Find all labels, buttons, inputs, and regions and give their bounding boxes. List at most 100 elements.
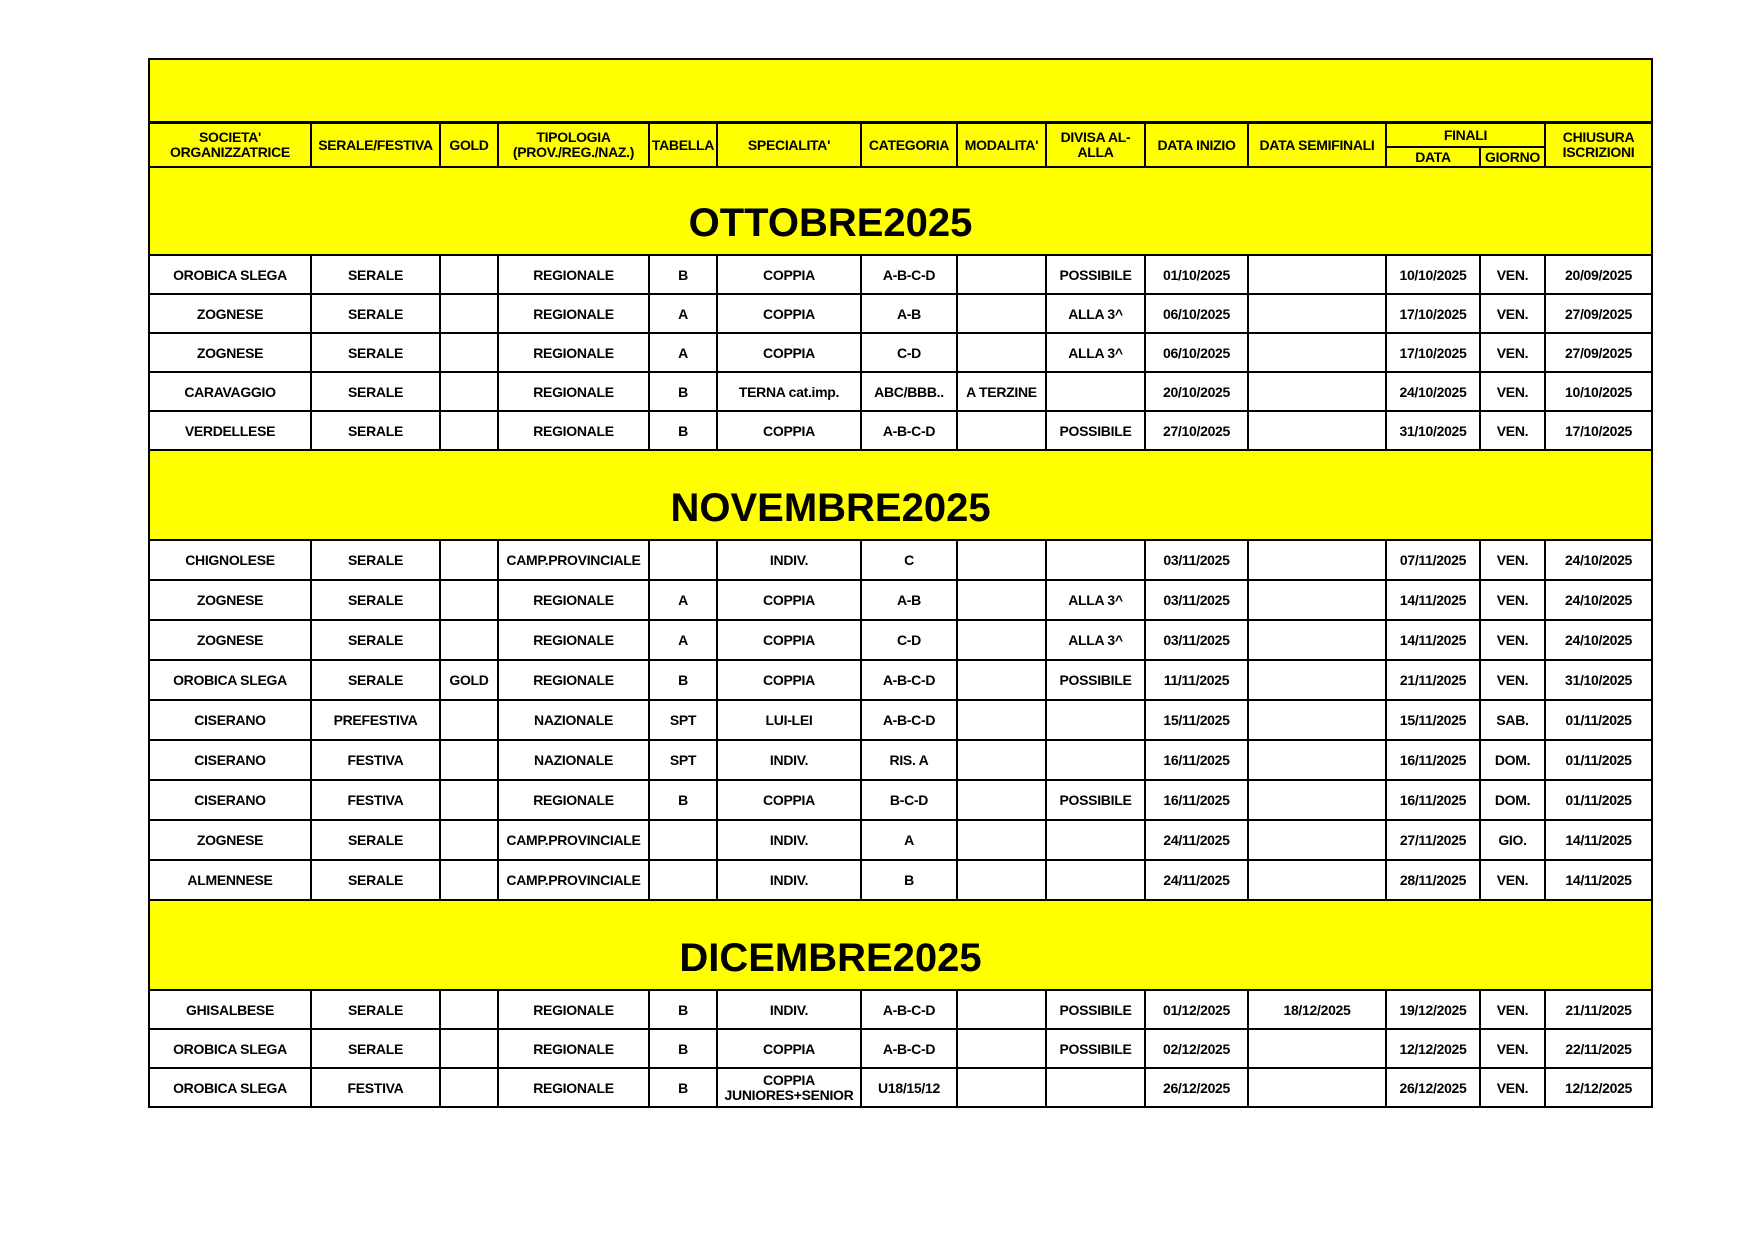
cell-finali-data: 14/11/2025	[1385, 619, 1481, 661]
cell-serale-festiva: SERALE	[310, 659, 441, 701]
cell-serale-festiva: FESTIVA	[310, 779, 441, 821]
cell-tabella	[648, 819, 718, 861]
cell-specialita: LUI-LEI	[716, 699, 862, 741]
title-band	[147, 58, 1654, 124]
cell-societa: ZOGNESE	[148, 579, 312, 621]
cell-data-semifinali	[1247, 332, 1387, 373]
cell-gold	[439, 539, 499, 581]
cell-modalita	[956, 1067, 1047, 1108]
cell-categoria: ABC/BBB..	[860, 371, 958, 412]
cell-finali-data: 21/11/2025	[1385, 659, 1481, 701]
cell-finali-data: 26/12/2025	[1385, 1067, 1481, 1108]
cell-gold	[439, 619, 499, 661]
cell-gold	[439, 1028, 499, 1069]
cell-data-semifinali	[1247, 371, 1387, 412]
table-row: GHISALBESE SERALE REGIONALE B INDIV. A-B-C-D P…	[148, 989, 1654, 1030]
table-row: ZOGNESE SERALE REGIONALE A COPPIA A-B ALLA 3^ 0…	[148, 579, 1654, 621]
cell-finali-giorno: VEN.	[1479, 254, 1546, 295]
cell-divisa	[1045, 1067, 1146, 1108]
cell-divisa	[1045, 819, 1146, 861]
cell-serale-festiva: SERALE	[310, 293, 441, 334]
cell-serale-festiva: SERALE	[310, 579, 441, 621]
cell-data-inizio: 24/11/2025	[1144, 819, 1249, 861]
table-row: CISERANO FESTIVA REGIONALE B COPPIA B-C-D POSS…	[148, 779, 1654, 821]
cell-chiusura: 01/11/2025	[1543, 739, 1654, 781]
col-serale-festiva: SERALE/FESTIVA	[310, 121, 441, 168]
cell-finali-data: 07/11/2025	[1385, 539, 1481, 581]
month-band: DICEMBRE2025	[147, 899, 1654, 991]
cell-tipologia: REGIONALE	[497, 619, 650, 661]
cell-categoria: RIS. A	[860, 739, 958, 781]
cell-categoria: A-B-C-D	[860, 699, 958, 741]
table-row: CARAVAGGIO SERALE REGIONALE B TERNA cat.imp.…	[148, 371, 1654, 412]
cell-modalita	[956, 859, 1047, 901]
cell-data-inizio: 06/10/2025	[1144, 332, 1249, 373]
cell-societa: OROBICA SLEGA	[148, 659, 312, 701]
cell-modalita	[956, 254, 1047, 295]
cell-chiusura: 24/10/2025	[1543, 539, 1654, 581]
month-title: NOVEMBRE2025	[670, 486, 991, 530]
cell-societa: OROBICA SLEGA	[148, 1067, 312, 1108]
cell-data-semifinali	[1247, 293, 1387, 334]
cell-finali-data: 12/12/2025	[1385, 1028, 1481, 1069]
cell-finali-data: 27/11/2025	[1385, 819, 1481, 861]
cell-finali-data: 16/11/2025	[1385, 739, 1481, 781]
cell-serale-festiva: SERALE	[310, 332, 441, 373]
table-row: CISERANO FESTIVA NAZIONALE SPT INDIV. RIS. A 1…	[148, 739, 1654, 781]
cell-chiusura: 31/10/2025	[1543, 659, 1654, 701]
cell-finali-data: 17/10/2025	[1385, 293, 1481, 334]
col-tipologia: TIPOLOGIA (PROV./REG./NAZ.)	[497, 121, 650, 168]
cell-modalita	[956, 739, 1047, 781]
cell-tipologia: REGIONALE	[497, 1067, 650, 1108]
cell-modalita	[956, 659, 1047, 701]
cell-finali-giorno: VEN.	[1479, 410, 1546, 451]
cell-categoria: C-D	[860, 619, 958, 661]
cell-societa: CARAVAGGIO	[148, 371, 312, 412]
col-tabella: TABELLA	[648, 121, 718, 168]
cell-societa: ZOGNESE	[148, 819, 312, 861]
cell-specialita: INDIV.	[716, 539, 862, 581]
cell-data-semifinali	[1247, 659, 1387, 701]
month-title-cell: NOVEMBRE2025	[147, 449, 1654, 541]
cell-finali-data: 28/11/2025	[1385, 859, 1481, 901]
cell-chiusura: 22/11/2025	[1543, 1028, 1654, 1069]
cell-finali-giorno: VEN.	[1479, 332, 1546, 373]
cell-divisa: ALLA 3^	[1045, 579, 1146, 621]
cell-tabella: B	[648, 779, 718, 821]
cell-data-semifinali	[1247, 819, 1387, 861]
cell-divisa: ALLA 3^	[1045, 293, 1146, 334]
cell-finali-giorno: VEN.	[1479, 579, 1546, 621]
cell-finali-giorno: VEN.	[1479, 1067, 1546, 1108]
cell-gold	[439, 739, 499, 781]
cell-gold	[439, 989, 499, 1030]
cell-divisa	[1045, 739, 1146, 781]
cell-categoria: A-B-C-D	[860, 1028, 958, 1069]
cell-tabella: B	[648, 371, 718, 412]
cell-gold	[439, 1067, 499, 1108]
cell-modalita	[956, 1028, 1047, 1069]
cell-tipologia: REGIONALE	[497, 1028, 650, 1069]
cell-serale-festiva: SERALE	[310, 254, 441, 295]
cell-gold	[439, 859, 499, 901]
month-band: OTTOBRE2025	[147, 166, 1654, 256]
col-categoria: CATEGORIA	[860, 121, 958, 168]
cell-data-semifinali: 18/12/2025	[1247, 989, 1387, 1030]
cell-categoria: U18/15/12	[860, 1067, 958, 1108]
cell-specialita: COPPIA JUNIORES+SENIOR	[716, 1067, 862, 1108]
cell-modalita	[956, 539, 1047, 581]
cell-divisa: POSSIBILE	[1045, 254, 1146, 295]
cell-gold	[439, 410, 499, 451]
cell-divisa	[1045, 859, 1146, 901]
cell-finali-giorno: VEN.	[1479, 659, 1546, 701]
table-row: VERDELLESE SERALE REGIONALE B COPPIA A-B-C-D P…	[148, 410, 1654, 451]
cell-specialita: COPPIA	[716, 293, 862, 334]
cell-chiusura: 27/09/2025	[1543, 293, 1654, 334]
cell-tabella: SPT	[648, 699, 718, 741]
cell-data-semifinali	[1247, 254, 1387, 295]
col-data-semifinali: DATA SEMIFINALI	[1247, 121, 1387, 168]
cell-societa: VERDELLESE	[148, 410, 312, 451]
cell-tipologia: NAZIONALE	[497, 699, 650, 741]
cell-tipologia: CAMP.PROVINCIALE	[497, 819, 650, 861]
month-title: OTTOBRE2025	[688, 201, 973, 245]
cell-chiusura: 12/12/2025	[1543, 1067, 1654, 1108]
